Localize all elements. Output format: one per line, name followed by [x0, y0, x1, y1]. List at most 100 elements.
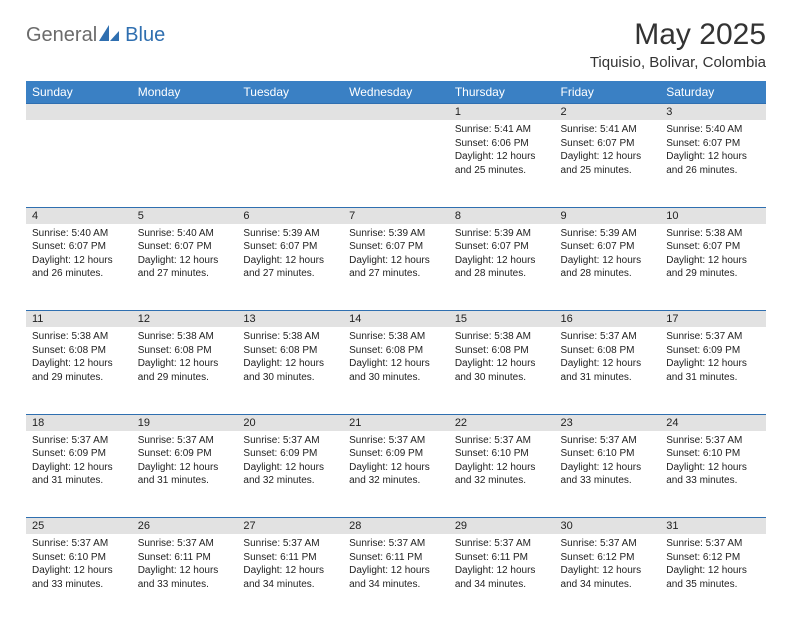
day-line-sunset: Sunset: 6:07 PM — [561, 240, 655, 254]
day-cell: Sunrise: 5:40 AMSunset: 6:07 PMDaylight:… — [26, 224, 132, 311]
day-cell: Sunrise: 5:37 AMSunset: 6:11 PMDaylight:… — [449, 534, 555, 621]
day-line-day2: and 32 minutes. — [349, 474, 443, 488]
day-content-row: Sunrise: 5:38 AM Sunset: 6:08 PM Daylight:… — [26, 327, 766, 414]
day-details: Sunrise: 5:37 AMSunset: 6:09 PMDaylight:… — [660, 327, 766, 390]
day-cell: Sunrise: 5:37 AMSunset: 6:10 PMDaylight:… — [660, 431, 766, 518]
day-details: Sunrise: 5:40 AMSunset: 6:07 PMDaylight:… — [26, 224, 132, 287]
day-cell: Sunrise: 5:38 AMSunset: 6:08 PMDaylight:… — [449, 327, 555, 414]
day-line-sunrise: Sunrise: 5:38 AM — [666, 227, 760, 241]
day-cell — [237, 120, 343, 207]
day-line-day1: Daylight: 12 hours — [349, 461, 443, 475]
day-line-sunrise: Sunrise: 5:37 AM — [138, 537, 232, 551]
day-line-sunset: Sunset: 6:11 PM — [455, 551, 549, 565]
day-line-day2: and 33 minutes. — [138, 578, 232, 592]
day-line-sunrise: Sunrise: 5:39 AM — [243, 227, 337, 241]
day-line-sunrise: Sunrise: 5:37 AM — [455, 537, 549, 551]
day-number-row: 25262728293031 — [26, 518, 766, 535]
day-line-day2: and 27 minutes. — [138, 267, 232, 281]
weekday-header: Sunday — [26, 81, 132, 104]
day-line-day1: Daylight: 12 hours — [32, 254, 126, 268]
day-line-sunrise: Sunrise: 5:41 AM — [561, 123, 655, 137]
day-details: Sunrise: 5:37 AMSunset: 6:09 PMDaylight:… — [132, 431, 238, 494]
day-number — [343, 104, 449, 121]
day-line-day1: Daylight: 12 hours — [455, 357, 549, 371]
day-details: Sunrise: 5:39 AMSunset: 6:07 PMDaylight:… — [343, 224, 449, 287]
day-line-day1: Daylight: 12 hours — [138, 254, 232, 268]
day-cell — [343, 120, 449, 207]
day-details: Sunrise: 5:37 AMSunset: 6:10 PMDaylight:… — [449, 431, 555, 494]
day-cell — [132, 120, 238, 207]
day-line-sunrise: Sunrise: 5:37 AM — [349, 537, 443, 551]
day-cell: Sunrise: 5:37 AMSunset: 6:09 PMDaylight:… — [26, 431, 132, 518]
day-cell: Sunrise: 5:38 AMSunset: 6:08 PMDaylight:… — [26, 327, 132, 414]
weekday-header: Saturday — [660, 81, 766, 104]
day-details: Sunrise: 5:37 AMSunset: 6:12 PMDaylight:… — [660, 534, 766, 597]
day-number-row: 45678910 — [26, 207, 766, 224]
day-line-sunrise: Sunrise: 5:40 AM — [138, 227, 232, 241]
logo-text-blue: Blue — [125, 24, 165, 47]
day-line-sunset: Sunset: 6:09 PM — [666, 344, 760, 358]
day-details: Sunrise: 5:38 AMSunset: 6:08 PMDaylight:… — [343, 327, 449, 390]
day-line-sunset: Sunset: 6:10 PM — [455, 447, 549, 461]
weekday-header: Thursday — [449, 81, 555, 104]
day-details: Sunrise: 5:38 AMSunset: 6:07 PMDaylight:… — [660, 224, 766, 287]
day-line-sunrise: Sunrise: 5:37 AM — [138, 434, 232, 448]
day-line-day1: Daylight: 12 hours — [243, 357, 337, 371]
day-line-sunrise: Sunrise: 5:39 AM — [349, 227, 443, 241]
day-number: 30 — [555, 518, 661, 535]
day-number: 21 — [343, 414, 449, 431]
day-line-sunset: Sunset: 6:09 PM — [243, 447, 337, 461]
day-line-day2: and 34 minutes. — [243, 578, 337, 592]
day-details: Sunrise: 5:38 AMSunset: 6:08 PMDaylight:… — [449, 327, 555, 390]
day-line-day2: and 35 minutes. — [666, 578, 760, 592]
day-cell: Sunrise: 5:37 AMSunset: 6:11 PMDaylight:… — [237, 534, 343, 621]
day-line-day1: Daylight: 12 hours — [666, 461, 760, 475]
day-details: Sunrise: 5:41 AMSunset: 6:06 PMDaylight:… — [449, 120, 555, 183]
day-cell: Sunrise: 5:37 AMSunset: 6:09 PMDaylight:… — [132, 431, 238, 518]
day-number-row: 18192021222324 — [26, 414, 766, 431]
day-line-sunrise: Sunrise: 5:37 AM — [243, 537, 337, 551]
day-details: Sunrise: 5:38 AMSunset: 6:08 PMDaylight:… — [26, 327, 132, 390]
day-number: 10 — [660, 207, 766, 224]
day-number-row: 123 — [26, 104, 766, 121]
day-line-day1: Daylight: 12 hours — [32, 461, 126, 475]
day-details: Sunrise: 5:41 AMSunset: 6:07 PMDaylight:… — [555, 120, 661, 183]
day-line-day2: and 34 minutes. — [455, 578, 549, 592]
day-line-sunset: Sunset: 6:08 PM — [138, 344, 232, 358]
day-cell: Sunrise: 5:37 AMSunset: 6:11 PMDaylight:… — [132, 534, 238, 621]
day-line-sunrise: Sunrise: 5:37 AM — [32, 434, 126, 448]
day-content-row: Sunrise: 5:37 AMSunset: 6:10 PMDaylight:… — [26, 534, 766, 621]
day-line-sunrise: Sunrise: 5:37 AM — [455, 434, 549, 448]
day-line-day1: Daylight: 12 hours — [666, 357, 760, 371]
day-line-sunset: Sunset: 6:12 PM — [561, 551, 655, 565]
day-line-day2: and 30 minutes. — [349, 371, 443, 385]
day-details: Sunrise: 5:37 AMSunset: 6:11 PMDaylight:… — [449, 534, 555, 597]
day-line-day2: and 32 minutes. — [243, 474, 337, 488]
day-details: Sunrise: 5:39 AMSunset: 6:07 PMDaylight:… — [555, 224, 661, 287]
day-cell: Sunrise: 5:41 AMSunset: 6:07 PMDaylight:… — [555, 120, 661, 207]
day-line-sunrise: Sunrise: 5:37 AM — [32, 537, 126, 551]
day-details: Sunrise: 5:37 AMSunset: 6:10 PMDaylight:… — [660, 431, 766, 494]
day-line-day2: and 33 minutes. — [666, 474, 760, 488]
day-line-day1: Daylight: 12 hours — [243, 254, 337, 268]
day-details: Sunrise: 5:38 AMSunset: 6:08 PMDaylight:… — [132, 327, 238, 390]
day-cell: Sunrise: 5:39 AMSunset: 6:07 PMDaylight:… — [343, 224, 449, 311]
day-line-sunset: Sunset: 6:07 PM — [455, 240, 549, 254]
day-line-sunrise: Sunrise: 5:40 AM — [32, 227, 126, 241]
day-line-day2: and 30 minutes. — [455, 371, 549, 385]
day-number: 25 — [26, 518, 132, 535]
day-line-sunrise: Sunrise: 5:38 AM — [455, 330, 549, 344]
weekday-header: Monday — [132, 81, 238, 104]
day-line-sunset: Sunset: 6:07 PM — [138, 240, 232, 254]
day-line-sunrise: Sunrise: 5:37 AM — [666, 537, 760, 551]
day-line-day1: Daylight: 12 hours — [561, 461, 655, 475]
day-details: Sunrise: 5:37 AMSunset: 6:11 PMDaylight:… — [237, 534, 343, 597]
day-line-day2: and 26 minutes. — [666, 164, 760, 178]
weekday-header: Wednesday — [343, 81, 449, 104]
day-line-day1: Daylight: 12 hours — [349, 564, 443, 578]
day-line-day2: and 31 minutes. — [138, 474, 232, 488]
day-content-row: Sunrise: 5:41 AMSunset: 6:06 PMDaylight:… — [26, 120, 766, 207]
logo: General Blue — [26, 18, 165, 47]
day-cell: Sunrise: 5:41 AMSunset: 6:06 PMDaylight:… — [449, 120, 555, 207]
day-details: Sunrise: 5:37 AMSunset: 6:12 PMDaylight:… — [555, 534, 661, 597]
